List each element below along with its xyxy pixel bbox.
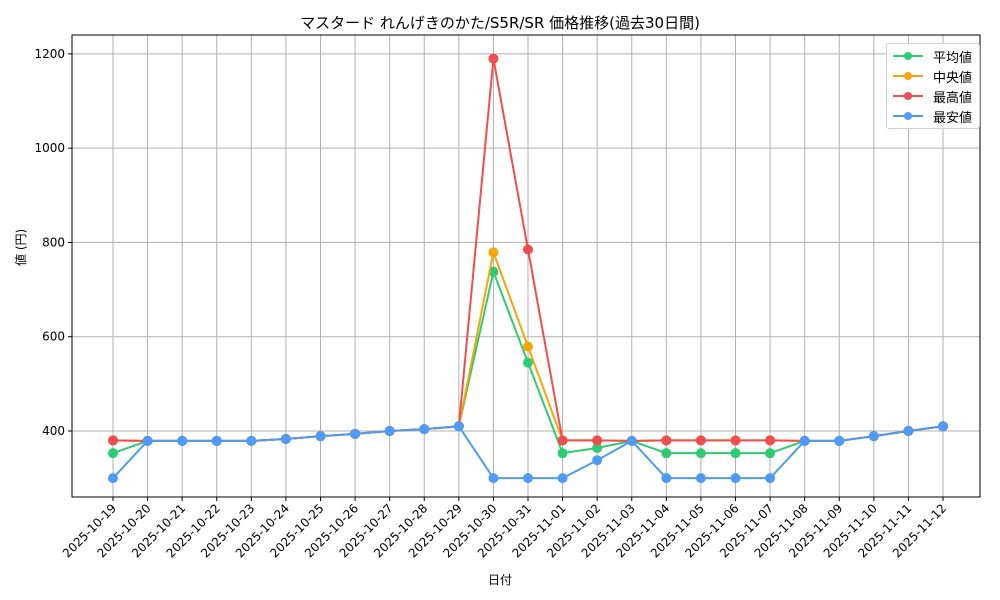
data-point	[108, 473, 118, 484]
data-point	[730, 435, 741, 446]
legend-item: 平均値	[887, 46, 979, 66]
data-point	[557, 448, 568, 459]
chart-legend: 平均値中央値最高値最安値	[886, 43, 980, 129]
data-point	[246, 435, 257, 446]
data-point	[142, 435, 153, 446]
data-point	[488, 247, 499, 258]
legend-marker-icon	[893, 90, 923, 102]
y-tick-label: 800	[42, 235, 65, 249]
legend-marker-icon	[893, 110, 923, 122]
data-point	[523, 341, 533, 352]
data-point	[453, 421, 464, 432]
data-point	[523, 357, 533, 368]
plot-frame	[71, 34, 981, 498]
data-point	[765, 435, 776, 446]
data-point	[661, 473, 672, 484]
data-point	[903, 426, 914, 436]
data-point	[834, 435, 845, 446]
data-point	[592, 455, 603, 466]
data-point	[661, 435, 672, 446]
data-point	[177, 435, 188, 446]
data-point	[523, 244, 533, 255]
legend-item: 最安値	[887, 106, 979, 126]
legend-marker-icon	[893, 70, 923, 82]
y-tick-label: 1200	[34, 47, 65, 61]
data-point	[557, 435, 568, 446]
data-point	[799, 435, 810, 446]
data-point	[695, 473, 706, 484]
data-point	[765, 473, 776, 484]
data-point	[730, 448, 741, 459]
data-point	[280, 434, 291, 445]
x-axis-label: 日付	[487, 573, 512, 587]
data-point	[211, 435, 222, 446]
data-point	[661, 448, 672, 459]
legend-label: 最高値	[933, 90, 973, 106]
data-point	[868, 431, 879, 442]
data-point	[765, 448, 776, 459]
data-point	[695, 435, 706, 446]
data-point	[419, 424, 430, 435]
data-point	[626, 435, 637, 446]
data-point	[592, 435, 603, 446]
data-point	[108, 435, 118, 446]
data-point	[557, 473, 568, 484]
data-point	[350, 428, 361, 439]
y-tick-label: 1000	[34, 141, 65, 155]
y-axis-label: 値 (円)	[14, 228, 28, 266]
legend-item: 最高値	[887, 86, 979, 106]
y-tick-label: 600	[42, 330, 65, 344]
legend-label: 最安値	[933, 110, 973, 126]
data-point	[488, 473, 499, 484]
legend-marker-icon	[893, 50, 923, 62]
legend-item: 中央値	[887, 66, 979, 86]
data-point	[488, 53, 499, 64]
legend-label: 中央値	[933, 70, 973, 86]
data-point	[592, 442, 603, 453]
data-point	[938, 421, 948, 432]
y-tick-label: 400	[42, 424, 65, 438]
data-point	[523, 473, 533, 484]
data-point	[315, 431, 326, 442]
data-point	[730, 473, 741, 484]
data-point	[384, 426, 395, 436]
data-point	[695, 448, 706, 459]
data-point	[108, 448, 118, 459]
chart-title: マスタード れんげきのかた/S5R/SR 価格推移(過去30日間)	[300, 14, 700, 32]
legend-label: 平均値	[933, 50, 973, 66]
